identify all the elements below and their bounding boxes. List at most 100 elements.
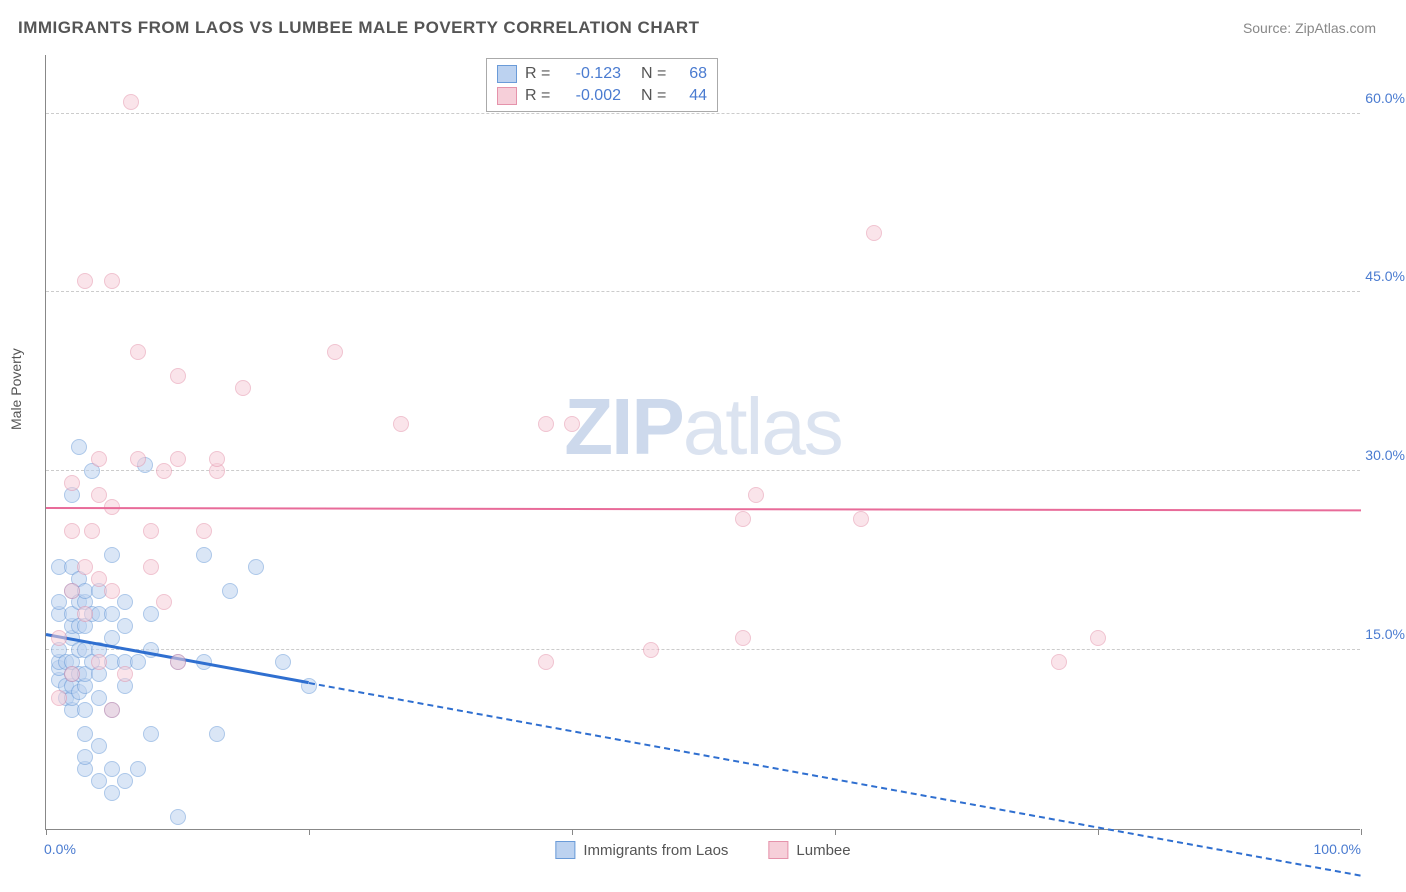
data-point [130, 654, 146, 670]
data-point [170, 809, 186, 825]
data-point [104, 761, 120, 777]
x-tick [1098, 829, 1099, 835]
data-point [156, 463, 172, 479]
data-point [104, 547, 120, 563]
data-point [143, 606, 159, 622]
data-point [91, 738, 107, 754]
data-point [71, 439, 87, 455]
data-point [64, 583, 80, 599]
legend-label: Lumbee [796, 842, 850, 859]
watermark: ZIPatlas [564, 381, 841, 473]
y-axis-label: Male Poverty [8, 348, 24, 430]
y-tick-label: 30.0% [1355, 447, 1405, 463]
legend-item: Immigrants from Laos [555, 841, 728, 859]
data-point [143, 523, 159, 539]
stats-row: R =-0.002N =44 [497, 85, 707, 107]
data-point [748, 487, 764, 503]
x-tick-label: 100.0% [1314, 841, 1361, 857]
data-point [77, 273, 93, 289]
x-tick [835, 829, 836, 835]
legend-swatch [555, 841, 575, 859]
data-point [117, 618, 133, 634]
data-point [143, 726, 159, 742]
stats-row: R = -0.123 N = 68 [497, 63, 707, 85]
x-tick [572, 829, 573, 835]
chart-title: IMMIGRANTS FROM LAOS VS LUMBEE MALE POVE… [18, 18, 700, 38]
trend-line [46, 507, 1361, 511]
r-value: -0.002 [561, 87, 621, 105]
data-point [130, 344, 146, 360]
series-legend: Immigrants from Laos Lumbee [555, 841, 850, 859]
data-point [117, 594, 133, 610]
r-value: -0.123 [561, 65, 621, 83]
data-point [91, 654, 107, 670]
legend-label: Immigrants from Laos [583, 842, 728, 859]
data-point [327, 344, 343, 360]
data-point [130, 761, 146, 777]
x-tick [1361, 829, 1362, 835]
data-point [196, 523, 212, 539]
y-tick-label: 45.0% [1355, 268, 1405, 284]
data-point [564, 416, 580, 432]
data-point [64, 666, 80, 682]
y-tick-label: 60.0% [1355, 90, 1405, 106]
stats-legend: R = -0.123 N = 68 R =-0.002N =44 [486, 58, 718, 112]
gridline [46, 291, 1360, 292]
r-label: R = [525, 65, 553, 83]
data-point [104, 583, 120, 599]
data-point [104, 606, 120, 622]
data-point [248, 559, 264, 575]
n-label: N = [641, 65, 669, 83]
data-point [91, 451, 107, 467]
n-value: 44 [677, 87, 707, 105]
data-point [393, 416, 409, 432]
data-point [538, 654, 554, 670]
legend-item: Lumbee [768, 841, 850, 859]
source-attribution: Source: ZipAtlas.com [1243, 20, 1376, 36]
data-point [77, 702, 93, 718]
legend-swatch [497, 87, 517, 105]
watermark-rest: atlas [683, 382, 842, 471]
legend-swatch [768, 841, 788, 859]
data-point [209, 451, 225, 467]
data-point [123, 94, 139, 110]
gridline [46, 649, 1360, 650]
x-tick-label: 0.0% [44, 841, 76, 857]
y-tick-label: 15.0% [1355, 626, 1405, 642]
data-point [51, 594, 67, 610]
data-point [1090, 630, 1106, 646]
data-point [91, 690, 107, 706]
data-point [209, 726, 225, 742]
data-point [170, 654, 186, 670]
n-value: 68 [677, 65, 707, 83]
data-point [643, 642, 659, 658]
data-point [91, 571, 107, 587]
data-point [130, 451, 146, 467]
data-point [866, 225, 882, 241]
gridline [46, 113, 1360, 114]
data-point [77, 559, 93, 575]
data-point [538, 416, 554, 432]
data-point [77, 726, 93, 742]
x-tick [309, 829, 310, 835]
data-point [117, 666, 133, 682]
data-point [77, 606, 93, 622]
data-point [104, 702, 120, 718]
data-point [51, 690, 67, 706]
data-point [735, 511, 751, 527]
data-point [64, 523, 80, 539]
legend-swatch [497, 65, 517, 83]
data-point [196, 547, 212, 563]
data-point [143, 559, 159, 575]
watermark-bold: ZIP [564, 382, 682, 471]
data-point [170, 368, 186, 384]
data-point [1051, 654, 1067, 670]
data-point [275, 654, 291, 670]
plot-area: ZIPatlas R =-0.123N =68R =-0.002N =44 Im… [45, 55, 1360, 830]
data-point [64, 475, 80, 491]
data-point [222, 583, 238, 599]
data-point [104, 785, 120, 801]
x-tick [46, 829, 47, 835]
data-point [104, 273, 120, 289]
data-point [91, 487, 107, 503]
